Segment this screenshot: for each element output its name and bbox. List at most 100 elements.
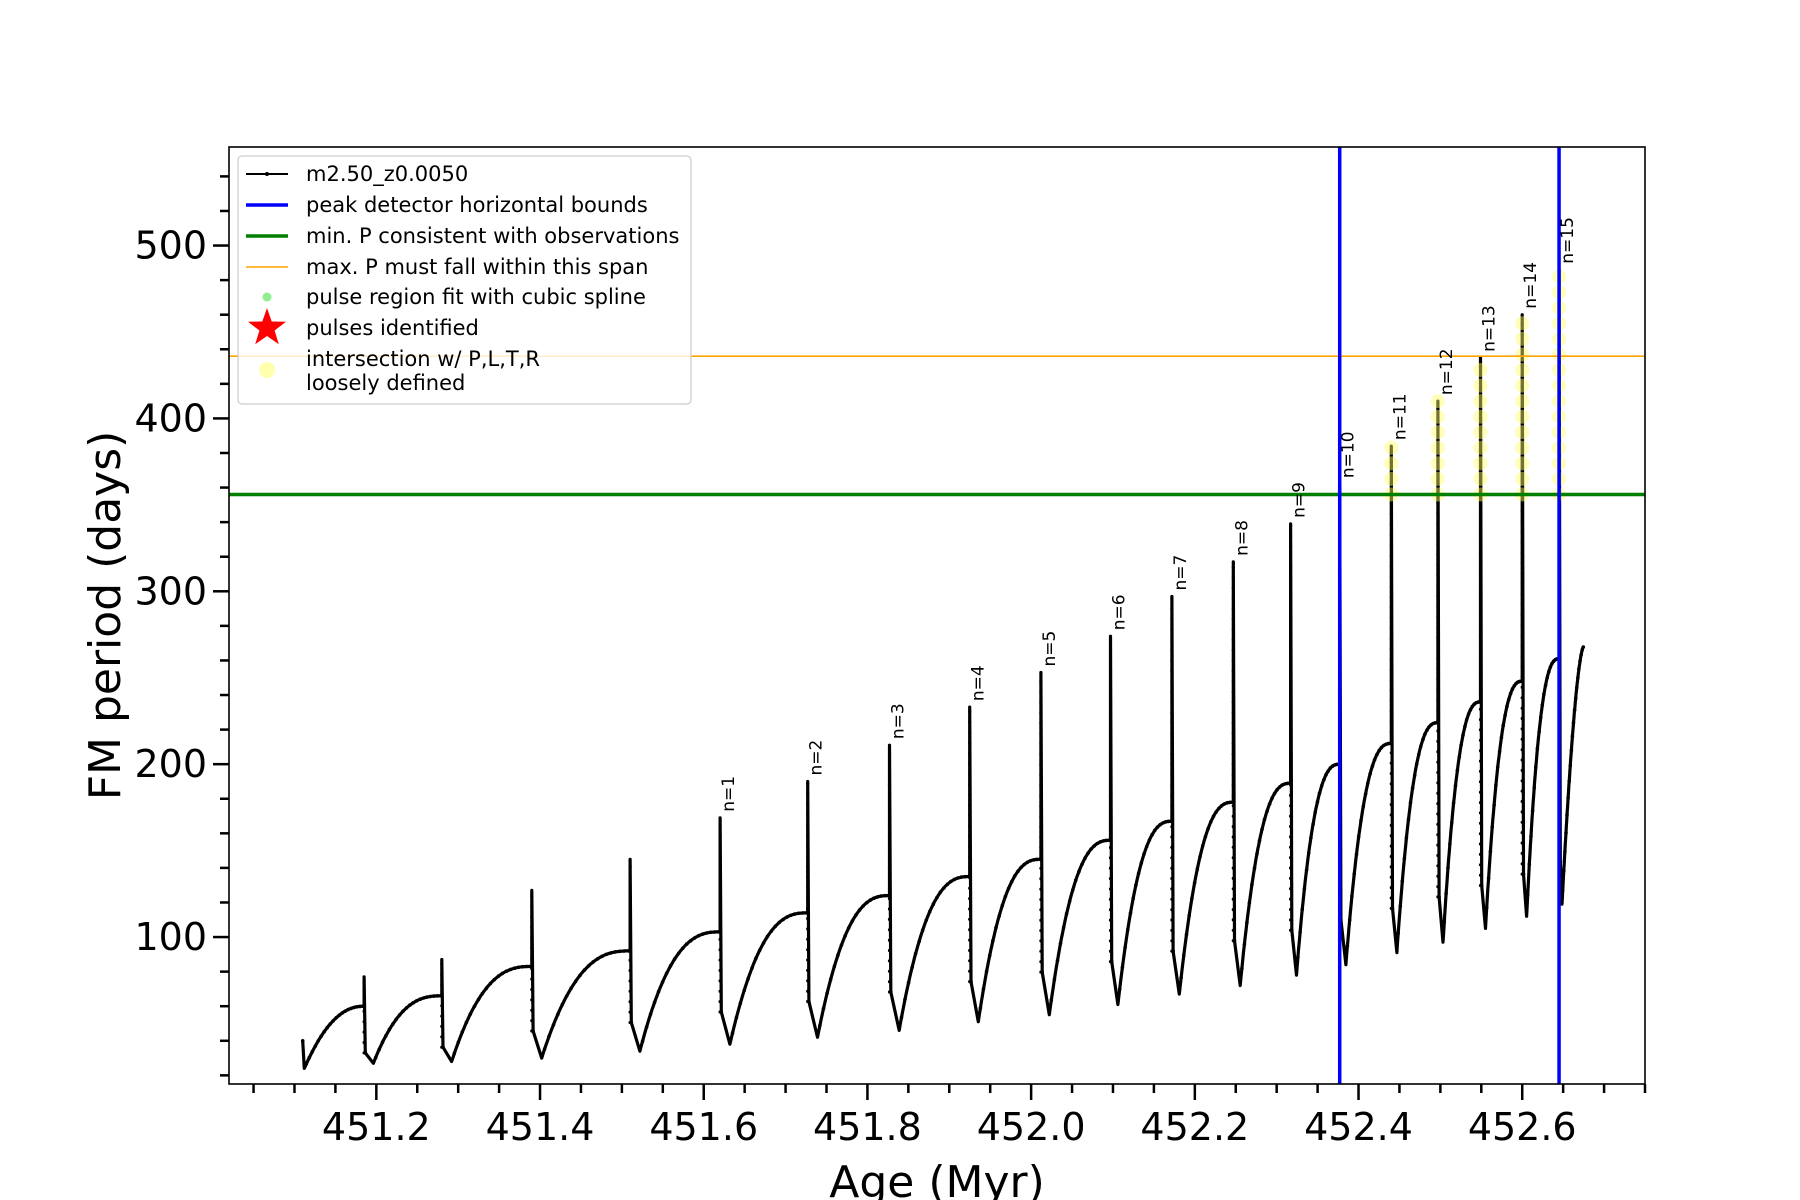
spike-marker: [1170, 638, 1174, 642]
series-marker: [542, 1047, 547, 1051]
series-marker: [1083, 856, 1087, 860]
series-marker: [1086, 851, 1090, 855]
spike-marker: [1389, 637, 1393, 641]
series-marker: [304, 1062, 309, 1066]
spike-marker: [968, 928, 972, 932]
spike-marker: [1520, 623, 1524, 627]
series-marker: [717, 930, 721, 934]
spike-marker: [1436, 656, 1440, 661]
series-marker: [1575, 685, 1579, 690]
spike-marker: [1289, 887, 1293, 891]
spike-marker: [1108, 711, 1113, 715]
series-marker: [1022, 862, 1026, 867]
spike-marker: [1520, 374, 1524, 378]
series-marker: [1478, 700, 1482, 704]
spike-marker: [1436, 833, 1440, 837]
spike-marker: [1170, 845, 1174, 850]
spike-marker: [1478, 562, 1483, 566]
spike-marker: [1108, 773, 1113, 777]
series-marker: [1179, 976, 1183, 980]
spike-marker: [1170, 794, 1174, 798]
spike-marker: [1389, 854, 1393, 859]
series-marker: [1214, 810, 1218, 814]
spike-marker: [1436, 459, 1440, 463]
loose-marker: [1430, 394, 1445, 409]
y-tick-label: 400: [134, 396, 207, 440]
spike-marker: [1389, 730, 1393, 734]
series-marker: [1230, 800, 1235, 804]
spike-marker: [1520, 561, 1524, 565]
series-marker: [1190, 896, 1194, 901]
spike-marker: [1231, 939, 1235, 943]
series-marker: [418, 997, 422, 1001]
series-marker: [652, 1000, 657, 1005]
series-marker: [1074, 878, 1078, 882]
spike-marker: [806, 917, 810, 921]
spike-marker: [1478, 749, 1483, 753]
series-marker: [1270, 796, 1274, 800]
series-marker: [456, 1040, 461, 1045]
spike-marker: [1108, 866, 1113, 870]
spike-marker: [1478, 583, 1483, 587]
series-marker: [1058, 941, 1063, 946]
spike-marker: [1478, 707, 1483, 711]
loose-marker: [1384, 456, 1399, 471]
spike-marker: [1231, 617, 1235, 621]
spike-marker: [1039, 825, 1043, 829]
series-marker: [1013, 874, 1017, 878]
spike-marker: [1231, 596, 1235, 601]
spike-marker: [1108, 783, 1113, 787]
series-marker: [1404, 836, 1409, 840]
spike-marker: [718, 844, 722, 848]
spike-marker: [1231, 908, 1235, 912]
legend-label-line: peak detector horizontal bounds: [306, 193, 648, 217]
legend-item: m2.50_z0.0050: [246, 162, 468, 187]
series-marker: [1203, 834, 1208, 839]
spike-marker: [1289, 773, 1293, 777]
spike-marker: [1478, 531, 1483, 535]
spike-marker: [806, 802, 810, 807]
series-marker: [1095, 841, 1100, 846]
spike-marker: [806, 782, 810, 786]
spike-marker: [530, 1019, 534, 1023]
spike-marker: [1289, 907, 1293, 912]
x-tick-label: 452.2: [1140, 1105, 1249, 1149]
spike-marker: [1108, 835, 1113, 839]
spike-marker: [1436, 885, 1440, 889]
spike-marker: [1436, 719, 1440, 723]
legend-label: pulse region fit with cubic spline: [306, 285, 646, 309]
spike-marker: [718, 875, 722, 879]
series-marker: [1077, 869, 1081, 874]
spike-marker: [1108, 690, 1113, 694]
legend-label-line: intersection w/ P,L,T,R: [306, 347, 540, 371]
loose-marker: [1430, 456, 1445, 471]
series-marker: [648, 1012, 653, 1016]
series-marker: [1464, 717, 1469, 722]
spike-marker: [1520, 333, 1524, 337]
series-marker: [328, 1022, 333, 1026]
series-marker: [516, 965, 521, 970]
spike-marker: [1231, 887, 1235, 891]
spike-marker: [1389, 782, 1393, 786]
spike-marker: [1478, 852, 1483, 857]
series-marker: [981, 987, 986, 991]
spike-marker: [1289, 710, 1293, 715]
spike-marker: [1436, 739, 1440, 744]
series-marker: [1285, 781, 1289, 786]
series-marker: [1035, 857, 1039, 862]
spike-marker: [1170, 866, 1174, 870]
series-marker: [613, 950, 618, 954]
series-marker: [1144, 844, 1149, 849]
pulse-label: n=13: [1479, 305, 1499, 352]
series-marker: [1195, 867, 1200, 871]
spike-marker: [1289, 607, 1293, 611]
series-marker: [1117, 987, 1122, 991]
series-marker: [316, 1039, 321, 1043]
spike-marker: [1389, 512, 1393, 516]
spike-marker: [1478, 635, 1483, 639]
spike-marker: [1231, 835, 1235, 839]
series-marker: [861, 904, 865, 908]
series-marker: [1245, 920, 1249, 925]
spike-marker: [440, 962, 444, 966]
